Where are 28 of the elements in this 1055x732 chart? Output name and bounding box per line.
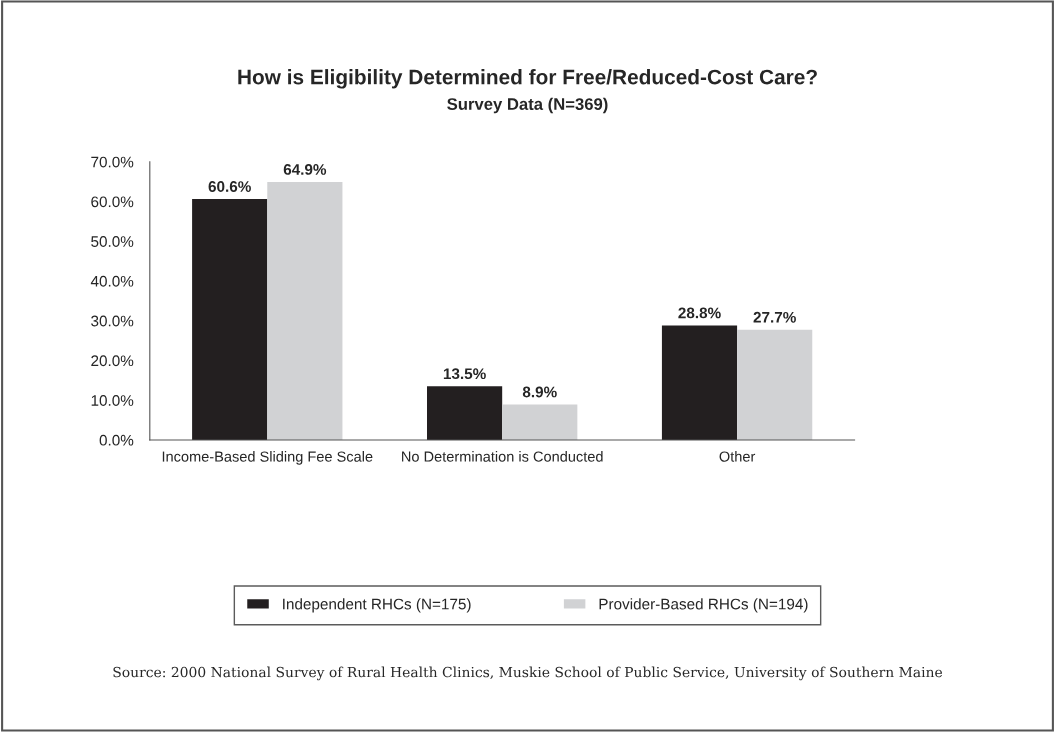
y-tick-label: 60.0% [91, 196, 134, 208]
x-tick-label: Income-Based Sliding Fee Scale [162, 451, 373, 465]
x-tick-label: No Determination is Conducted [402, 451, 603, 462]
y-tick-label: 40.0% [90, 275, 134, 287]
legend-label: Independent RHCs (N=175) [283, 598, 471, 613]
source-note: Source: 2000 National Survey of Rural Health Clinics, Muskie School of Public Service, University of Southern Maine [113, 666, 943, 681]
text: 13.5% [443, 368, 486, 380]
bar [267, 182, 343, 440]
text: 60.6% [208, 181, 251, 192]
x-tick-label: Other [719, 451, 756, 462]
y-tick-label: 50.0% [91, 236, 134, 247]
text: 28.8% [678, 307, 721, 319]
y-tick-label: 10.0% [91, 395, 134, 406]
legend-label: Provider-Based RHCs (N=194) [599, 598, 808, 613]
chart-subtitle: Survey Data (N=369) [447, 97, 608, 114]
bar [427, 386, 503, 440]
y-tick-label: 20.0% [91, 355, 134, 367]
bar [661, 325, 738, 440]
y-tick-label: 30.0% [91, 315, 134, 327]
bar [737, 329, 813, 440]
bar [502, 404, 578, 440]
text: 8.9% [522, 386, 557, 398]
bar [192, 199, 268, 440]
text: 27.7% [753, 311, 796, 323]
y-tick-label: 0.0% [99, 434, 134, 446]
y-tick-label: 70.0% [91, 156, 134, 168]
chart-title: How is Eligibility Determined for Free/Reduced-Cost Care? [238, 69, 817, 89]
text: 64.9% [283, 164, 327, 175]
